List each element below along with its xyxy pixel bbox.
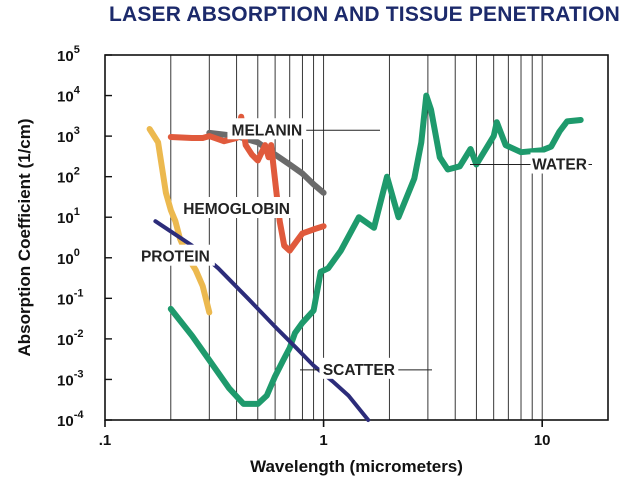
series-label-water: WATER bbox=[532, 157, 587, 174]
plot-frame bbox=[104, 54, 609, 421]
series-label-bg bbox=[136, 244, 215, 266]
series-line-hemoglobin bbox=[167, 113, 327, 254]
series-labels: WATER MELANIN HEMOGLOBIN PROTEIN SCATTER bbox=[136, 118, 592, 379]
series-label-hemoglobin: HEMOGLOBIN bbox=[183, 201, 290, 218]
series-line-water bbox=[167, 92, 584, 407]
x-tick-label: 1 bbox=[319, 432, 327, 449]
y-tick-label: 101 bbox=[57, 206, 80, 227]
y-tick-label: 103 bbox=[57, 125, 80, 146]
y-tick-labels: 105 104 103 102 101 100 10-1 10-2 10-3 10-4 bbox=[57, 44, 112, 430]
x-tick-label: 10 bbox=[534, 432, 551, 449]
series-label-bg bbox=[530, 152, 589, 174]
y-tick-label: 105 bbox=[57, 44, 80, 65]
x-axis-label: Wavelength (micrometers) bbox=[250, 457, 463, 476]
chart-title: LASER ABSORPTION AND TISSUE PENETRATION bbox=[108, 3, 620, 26]
x-tick-labels: .1 1 10 bbox=[99, 432, 551, 449]
y-tick-label: 10-2 bbox=[57, 328, 83, 349]
y-tick-label: 10-1 bbox=[57, 287, 83, 308]
series-line-protein bbox=[146, 126, 213, 316]
y-tick-label: 100 bbox=[57, 247, 80, 268]
series-label-scatter: SCATTER bbox=[323, 362, 395, 379]
series-label-protein: PROTEIN bbox=[141, 249, 210, 266]
y-tick-label: 104 bbox=[57, 85, 81, 106]
x-tick-label: .1 bbox=[99, 432, 112, 449]
series-label-melanin: MELANIN bbox=[232, 122, 303, 139]
series-label-bg bbox=[227, 118, 307, 140]
series-label-bg bbox=[319, 357, 399, 379]
y-tick-label: 10-4 bbox=[57, 409, 84, 430]
grid-lines bbox=[104, 55, 543, 427]
series-label-bg bbox=[181, 197, 292, 219]
y-axis-label: Absorption Coefficient (1/cm) bbox=[15, 118, 34, 356]
y-tick-label: 10-3 bbox=[57, 368, 83, 389]
y-tick-label: 102 bbox=[57, 166, 80, 187]
